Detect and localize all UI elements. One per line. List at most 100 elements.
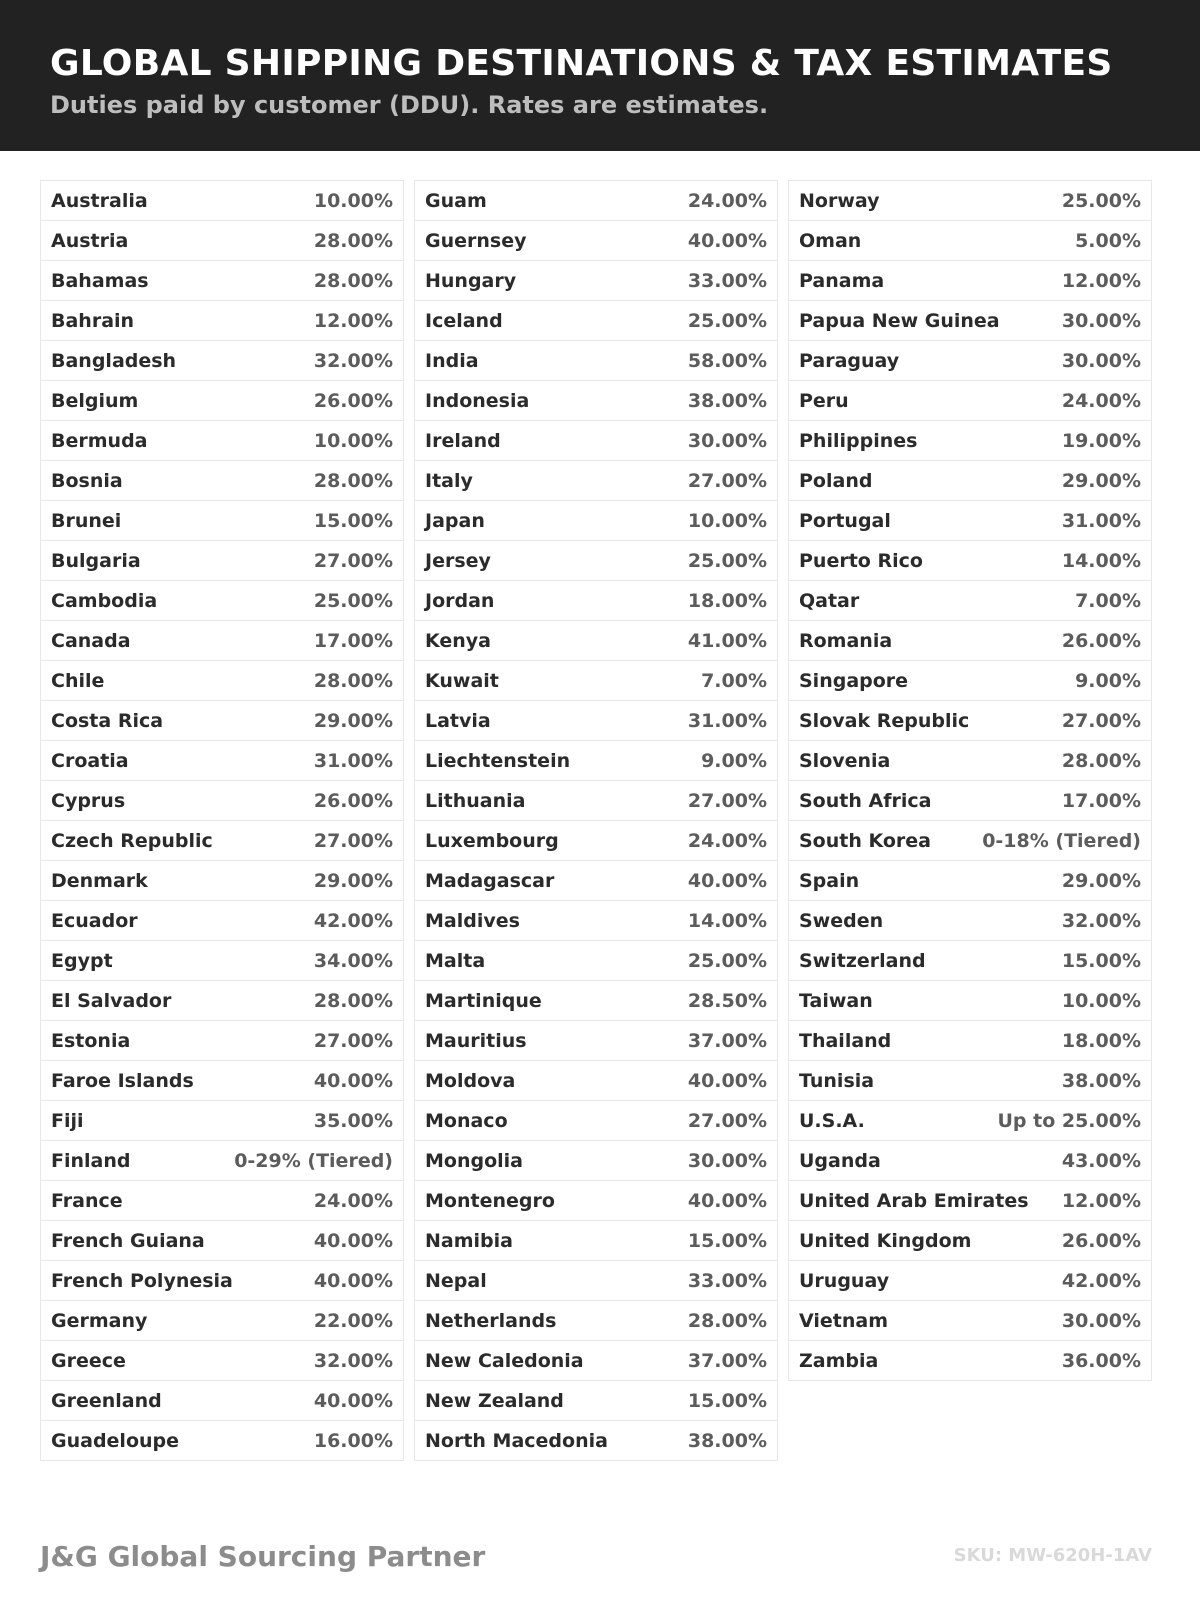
tax-rate: 25.00% (1061, 189, 1141, 212)
country-name: Brunei (51, 509, 122, 532)
tax-rate: 28.00% (313, 669, 393, 692)
table-row: Finland 0-29% (Tiered) (41, 1141, 403, 1181)
table-row: Papua New Guinea 30.00% (789, 301, 1151, 341)
country-name: Bahamas (51, 269, 149, 292)
tax-rate: 26.00% (313, 389, 393, 412)
country-name: Jersey (425, 549, 491, 572)
tax-rate: 28.00% (1061, 749, 1141, 772)
rates-column: Norway 25.00% Oman 5.00% Panama 12.00% Papua N… (788, 180, 1152, 1381)
table-row: Mongolia 30.00% (415, 1141, 777, 1181)
country-name: Indonesia (425, 389, 530, 412)
tax-rate: 28.00% (687, 1309, 767, 1332)
tax-rate: 33.00% (687, 1269, 767, 1292)
tax-rate: 12.00% (1061, 1189, 1141, 1212)
tax-rate: 29.00% (1061, 469, 1141, 492)
country-name: Luxembourg (425, 829, 559, 852)
table-row: Tunisia 38.00% (789, 1061, 1151, 1101)
country-name: Peru (799, 389, 849, 412)
table-row: El Salvador 28.00% (41, 981, 403, 1021)
table-row: Philippines 19.00% (789, 421, 1151, 461)
country-name: Norway (799, 189, 880, 212)
country-name: Estonia (51, 1029, 131, 1052)
tax-rate: 28.00% (313, 269, 393, 292)
country-name: French Polynesia (51, 1269, 233, 1292)
tax-rate: 28.00% (313, 989, 393, 1012)
country-name: Chile (51, 669, 105, 692)
table-row: Luxembourg 24.00% (415, 821, 777, 861)
country-name: Thailand (799, 1029, 892, 1052)
tax-rate: 25.00% (687, 549, 767, 572)
tax-rate: 5.00% (1075, 229, 1141, 252)
tax-rate: 27.00% (313, 549, 393, 572)
tax-rate: 40.00% (687, 229, 767, 252)
country-name: United Kingdom (799, 1229, 972, 1252)
country-name: Italy (425, 469, 473, 492)
tax-rate: 28.50% (687, 989, 767, 1012)
table-row: Bosnia 28.00% (41, 461, 403, 501)
country-name: Fiji (51, 1109, 84, 1132)
tax-rate: 7.00% (1075, 589, 1141, 612)
tax-rate: 12.00% (1061, 269, 1141, 292)
country-name: Kuwait (425, 669, 499, 692)
tax-rate: 10.00% (313, 429, 393, 452)
tax-rate: 40.00% (687, 1069, 767, 1092)
table-row: Bermuda 10.00% (41, 421, 403, 461)
country-name: Spain (799, 869, 860, 892)
country-name: Nepal (425, 1269, 487, 1292)
table-row: Latvia 31.00% (415, 701, 777, 741)
table-row: Liechtenstein 9.00% (415, 741, 777, 781)
country-name: South Africa (799, 789, 932, 812)
table-row: Netherlands 28.00% (415, 1301, 777, 1341)
country-name: Monaco (425, 1109, 508, 1132)
table-row: Greenland 40.00% (41, 1381, 403, 1421)
table-row: New Zealand 15.00% (415, 1381, 777, 1421)
country-name: Finland (51, 1149, 131, 1172)
table-row: Croatia 31.00% (41, 741, 403, 781)
country-name: Czech Republic (51, 829, 213, 852)
table-row: Estonia 27.00% (41, 1021, 403, 1061)
tax-rate: 17.00% (313, 629, 393, 652)
table-row: Costa Rica 29.00% (41, 701, 403, 741)
country-name: Singapore (799, 669, 909, 692)
table-row: Iceland 25.00% (415, 301, 777, 341)
country-name: Canada (51, 629, 131, 652)
country-name: Paraguay (799, 349, 900, 372)
tax-rate: 38.00% (687, 389, 767, 412)
country-name: Montenegro (425, 1189, 555, 1212)
country-name: Madagascar (425, 869, 555, 892)
country-name: Netherlands (425, 1309, 557, 1332)
page-title: GLOBAL SHIPPING DESTINATIONS & TAX ESTIM… (50, 43, 1113, 84)
country-name: New Zealand (425, 1389, 564, 1412)
country-name: Maldives (425, 909, 520, 932)
tax-rate: 31.00% (1061, 509, 1141, 532)
table-row: Fiji 35.00% (41, 1101, 403, 1141)
table-row: United Arab Emirates 12.00% (789, 1181, 1151, 1221)
country-name: Qatar (799, 589, 860, 612)
table-row: Guernsey 40.00% (415, 221, 777, 261)
country-name: Oman (799, 229, 862, 252)
table-row: French Guiana 40.00% (41, 1221, 403, 1261)
tax-rate: 9.00% (1075, 669, 1141, 692)
rates-column: Guam 24.00% Guernsey 40.00% Hungary 33.00% Ice… (414, 180, 778, 1461)
table-row: Germany 22.00% (41, 1301, 403, 1341)
country-name: Ireland (425, 429, 501, 452)
tax-rate: 25.00% (313, 589, 393, 612)
table-row: Cambodia 25.00% (41, 581, 403, 621)
table-row: Bangladesh 32.00% (41, 341, 403, 381)
tax-rate: 30.00% (1061, 1309, 1141, 1332)
country-name: Poland (799, 469, 873, 492)
tax-rate: 0-29% (Tiered) (234, 1149, 393, 1172)
country-name: Uganda (799, 1149, 881, 1172)
table-row: United Kingdom 26.00% (789, 1221, 1151, 1261)
tax-rate: 32.00% (313, 1349, 393, 1372)
country-name: Iceland (425, 309, 503, 332)
table-row: North Macedonia 38.00% (415, 1421, 777, 1461)
country-name: Kenya (425, 629, 492, 652)
country-name: Cambodia (51, 589, 158, 612)
country-name: Mongolia (425, 1149, 523, 1172)
country-name: Taiwan (799, 989, 873, 1012)
tax-rate: 28.00% (313, 469, 393, 492)
table-row: Maldives 14.00% (415, 901, 777, 941)
tax-rate: 30.00% (1061, 349, 1141, 372)
table-row: Austria 28.00% (41, 221, 403, 261)
